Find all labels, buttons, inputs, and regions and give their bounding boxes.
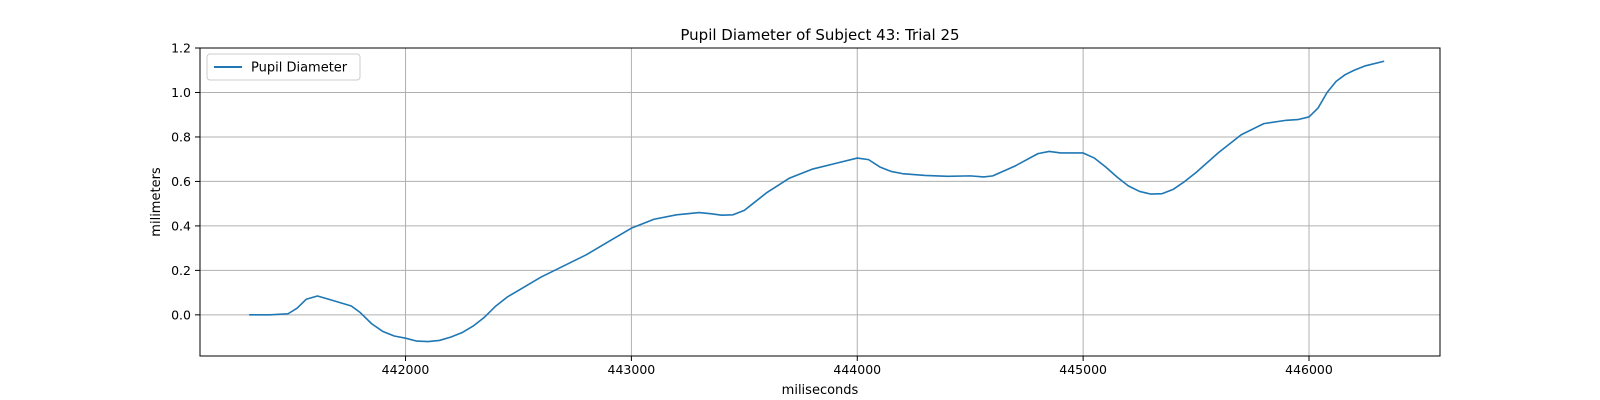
x-tick-label: 442000 (382, 362, 430, 377)
grid (200, 47, 1440, 356)
x-axis: 442000 443000 444000 445000 446000 (382, 356, 1333, 377)
x-tick-label: 444000 (833, 362, 881, 377)
series-line-pupil-diameter (248, 60, 1385, 343)
x-tick-label: 445000 (1059, 362, 1107, 377)
x-tick-label: 446000 (1285, 362, 1333, 377)
legend: Pupil Diameter (206, 53, 361, 81)
y-tick-label: 1.2 (171, 41, 191, 56)
y-tick-label: 0.0 (171, 307, 191, 322)
y-tick-label: 0.4 (171, 218, 191, 233)
x-tick-label: 443000 (608, 362, 656, 377)
plot-frame (199, 47, 1441, 357)
legend-label: Pupil Diameter (251, 61, 348, 76)
series-group (248, 60, 1385, 343)
chart-title: Pupil Diameter of Subject 43: Trial 25 (680, 26, 959, 44)
y-tick-label: 0.6 (171, 174, 191, 189)
y-tick-label: 0.2 (171, 263, 191, 278)
x-axis-label: miliseconds (782, 383, 859, 398)
legend-frame (206, 53, 361, 81)
y-axis: 0.0 0.2 0.4 0.6 0.8 1.0 1.2 (171, 41, 200, 322)
y-tick-label: 1.0 (171, 85, 191, 100)
y-tick-label: 0.8 (171, 129, 191, 144)
plot-area-background (200, 48, 1440, 356)
y-axis-label: milimeters (149, 167, 164, 237)
